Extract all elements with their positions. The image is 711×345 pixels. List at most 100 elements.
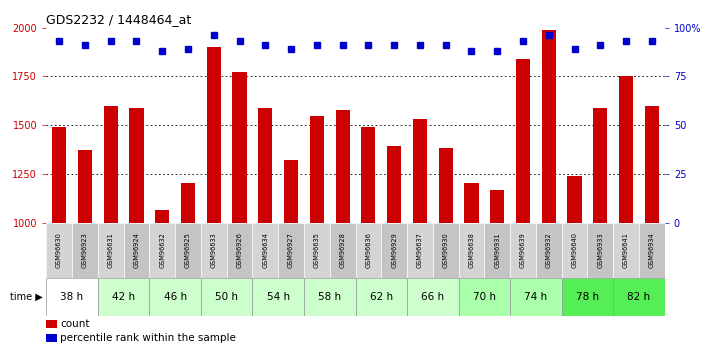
Bar — [129, 108, 144, 223]
Bar — [155, 210, 169, 223]
Bar — [356, 278, 407, 316]
Bar — [252, 223, 278, 278]
Bar — [407, 278, 459, 316]
Text: GSM96929: GSM96929 — [391, 232, 397, 268]
Bar — [413, 119, 427, 223]
Bar — [149, 223, 175, 278]
Bar — [613, 278, 665, 316]
Bar — [46, 320, 57, 328]
Bar — [46, 278, 98, 316]
Text: GSM96635: GSM96635 — [314, 232, 320, 268]
Text: GSM96639: GSM96639 — [520, 232, 526, 268]
Text: GSM96923: GSM96923 — [82, 232, 88, 268]
Bar — [542, 30, 556, 223]
Bar — [361, 127, 375, 223]
Text: GSM96928: GSM96928 — [340, 232, 346, 268]
Bar — [201, 278, 252, 316]
Text: 54 h: 54 h — [267, 292, 290, 302]
Bar — [304, 223, 330, 278]
Text: GSM96637: GSM96637 — [417, 232, 423, 268]
Text: GSM96931: GSM96931 — [494, 232, 501, 268]
Bar — [175, 223, 201, 278]
Text: 74 h: 74 h — [524, 292, 547, 302]
Bar — [72, 223, 98, 278]
Text: count: count — [60, 319, 90, 329]
Bar — [484, 223, 510, 278]
Text: GSM96927: GSM96927 — [288, 232, 294, 268]
Text: 42 h: 42 h — [112, 292, 135, 302]
Text: GSM96933: GSM96933 — [597, 232, 604, 268]
Bar — [464, 183, 479, 223]
Text: GSM96634: GSM96634 — [262, 232, 268, 268]
Bar — [536, 223, 562, 278]
Bar — [98, 278, 149, 316]
Text: GSM96630: GSM96630 — [56, 232, 62, 268]
Bar — [181, 183, 195, 223]
Text: GSM96926: GSM96926 — [237, 232, 242, 268]
Text: 82 h: 82 h — [627, 292, 651, 302]
Bar — [77, 150, 92, 223]
Text: 46 h: 46 h — [164, 292, 187, 302]
Text: 38 h: 38 h — [60, 292, 84, 302]
Text: GSM96930: GSM96930 — [443, 232, 449, 268]
Bar — [46, 223, 72, 278]
Bar — [381, 223, 407, 278]
Bar — [562, 223, 587, 278]
Bar — [567, 176, 582, 223]
Text: GSM96932: GSM96932 — [546, 232, 552, 268]
Bar — [459, 223, 484, 278]
Bar — [149, 278, 201, 316]
Bar — [278, 223, 304, 278]
Bar — [613, 223, 639, 278]
Text: GSM96641: GSM96641 — [623, 232, 629, 268]
Bar — [304, 278, 356, 316]
Text: percentile rank within the sample: percentile rank within the sample — [60, 333, 236, 343]
Bar — [510, 223, 536, 278]
Text: GSM96633: GSM96633 — [210, 232, 217, 268]
Bar — [258, 108, 272, 223]
Text: 70 h: 70 h — [473, 292, 496, 302]
Text: GDS2232 / 1448464_at: GDS2232 / 1448464_at — [46, 13, 191, 27]
Bar — [98, 223, 124, 278]
Bar — [516, 59, 530, 223]
Text: GSM96638: GSM96638 — [469, 232, 474, 268]
Text: GSM96632: GSM96632 — [159, 232, 165, 268]
Bar — [587, 223, 613, 278]
Bar — [433, 223, 459, 278]
Bar — [52, 127, 66, 223]
Text: time ▶: time ▶ — [10, 292, 43, 302]
Bar — [330, 223, 356, 278]
Text: 58 h: 58 h — [318, 292, 341, 302]
Bar — [336, 110, 350, 223]
Bar — [387, 146, 401, 223]
Text: GSM96925: GSM96925 — [185, 232, 191, 268]
Bar — [619, 76, 634, 223]
Text: 50 h: 50 h — [215, 292, 238, 302]
Bar — [510, 278, 562, 316]
Bar — [639, 223, 665, 278]
Bar — [593, 108, 607, 223]
Text: GSM96640: GSM96640 — [572, 232, 577, 268]
Bar — [407, 223, 433, 278]
Text: GSM96636: GSM96636 — [365, 232, 371, 268]
Bar — [46, 334, 57, 342]
Bar — [227, 223, 252, 278]
Bar — [104, 106, 118, 223]
Bar — [459, 278, 510, 316]
Bar — [439, 148, 453, 223]
Text: 66 h: 66 h — [421, 292, 444, 302]
Bar — [201, 223, 227, 278]
Bar — [645, 106, 659, 223]
Bar — [562, 278, 614, 316]
Bar — [310, 116, 324, 223]
Text: GSM96631: GSM96631 — [107, 232, 114, 268]
Bar — [356, 223, 381, 278]
Bar — [284, 160, 298, 223]
Text: GSM96934: GSM96934 — [649, 232, 655, 268]
Bar — [490, 190, 504, 223]
Text: 62 h: 62 h — [370, 292, 393, 302]
Bar — [207, 47, 221, 223]
Bar — [252, 278, 304, 316]
Bar — [232, 72, 247, 223]
Bar — [124, 223, 149, 278]
